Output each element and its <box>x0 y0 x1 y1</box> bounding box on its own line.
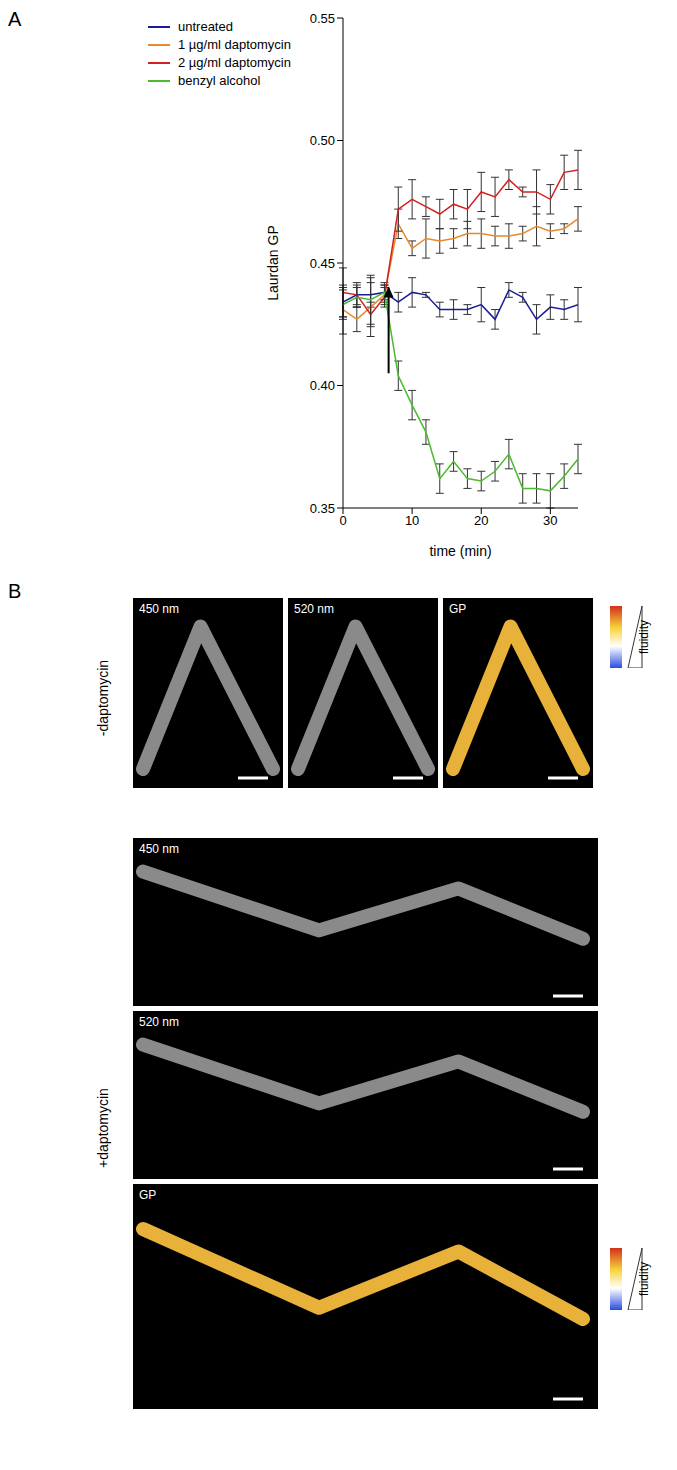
svg-text:0.55: 0.55 <box>310 11 335 26</box>
html-text:450 nm: 450 nm <box>139 602 179 616</box>
svg-text:30: 30 <box>543 513 557 528</box>
html-text:GP: GP <box>449 602 467 616</box>
svg-text:0: 0 <box>339 513 346 528</box>
html-text:fluidity: fluidity <box>637 1262 651 1296</box>
html-text:450 nm: 450 nm <box>139 842 179 856</box>
svg-text:0.45: 0.45 <box>310 256 335 271</box>
svg-text:0.40: 0.40 <box>310 378 335 393</box>
html-text:520 nm: 520 nm <box>294 602 334 616</box>
svg-text:time (min): time (min) <box>429 543 491 559</box>
html-text:untreated: untreated <box>178 19 233 34</box>
html-text:+daptomycin: +daptomycin <box>95 1088 111 1168</box>
html-text:-daptomycin: -daptomycin <box>95 659 111 737</box>
html-text:fluidity: fluidity <box>637 620 651 654</box>
html-text:A: A <box>8 8 22 30</box>
html-text:520 nm: 520 nm <box>139 1015 179 1029</box>
html-text:1 µg/ml daptomycin: 1 µg/ml daptomycin <box>178 37 291 52</box>
svg-text:Laurdan GP: Laurdan GP <box>265 225 281 301</box>
svg-text:0.35: 0.35 <box>310 501 335 516</box>
html-text:2 µg/ml daptomycin: 2 µg/ml daptomycin <box>178 55 291 70</box>
svg-text:20: 20 <box>474 513 488 528</box>
html-text:GP: GP <box>139 1188 157 1202</box>
svg-text:10: 10 <box>405 513 419 528</box>
html-text:benzyl alcohol: benzyl alcohol <box>178 73 261 88</box>
svg-text:0.50: 0.50 <box>310 133 335 148</box>
html-text:B: B <box>8 580 22 602</box>
